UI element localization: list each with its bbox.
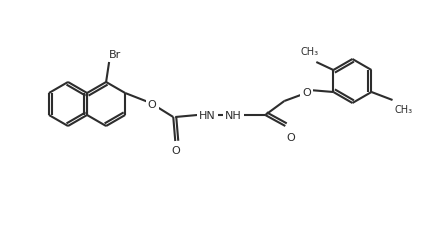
- Text: O: O: [171, 145, 180, 155]
- Text: O: O: [148, 100, 156, 110]
- Text: CH₃: CH₃: [300, 47, 318, 57]
- Text: Br: Br: [109, 50, 121, 60]
- Text: NH: NH: [225, 111, 242, 120]
- Text: HN: HN: [199, 111, 215, 120]
- Text: O: O: [302, 88, 311, 98]
- Text: O: O: [286, 133, 295, 142]
- Text: CH₃: CH₃: [394, 105, 413, 115]
